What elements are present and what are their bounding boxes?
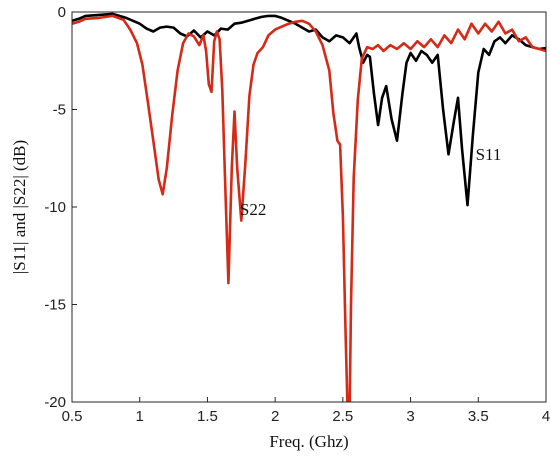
y-tick-label: -10 [44, 199, 66, 216]
y-axis-ticks: 0 -5 -10 -15 -20 [44, 4, 77, 411]
s11-series-line [72, 12, 546, 207]
y-tick-label: -20 [44, 394, 66, 411]
y-tick-label: -5 [53, 102, 66, 119]
plot-area [72, 12, 546, 402]
x-tick-label: 1 [136, 408, 144, 425]
x-tick-label: 3.5 [468, 408, 489, 425]
s22-series-line [72, 14, 546, 402]
x-tick-label: 2.5 [332, 408, 353, 425]
x-tick-label: 4 [542, 408, 550, 425]
s22-annotation: S22 [240, 200, 266, 219]
s11-annotation: S11 [476, 145, 502, 164]
x-axis-ticks: 0.5 1 1.5 2 2.5 3 3.5 4 [62, 397, 550, 425]
y-axis-label: |S11| and |S22| (dB) [10, 140, 29, 274]
x-axis-label: Freq. (Ghz) [269, 432, 348, 451]
x-tick-label: 3 [406, 408, 414, 425]
y-tick-label: -15 [44, 297, 66, 314]
x-tick-label: 0.5 [62, 408, 83, 425]
x-tick-label: 1.5 [197, 408, 218, 425]
y-tick-label: 0 [58, 4, 66, 21]
x-tick-label: 2 [271, 408, 279, 425]
